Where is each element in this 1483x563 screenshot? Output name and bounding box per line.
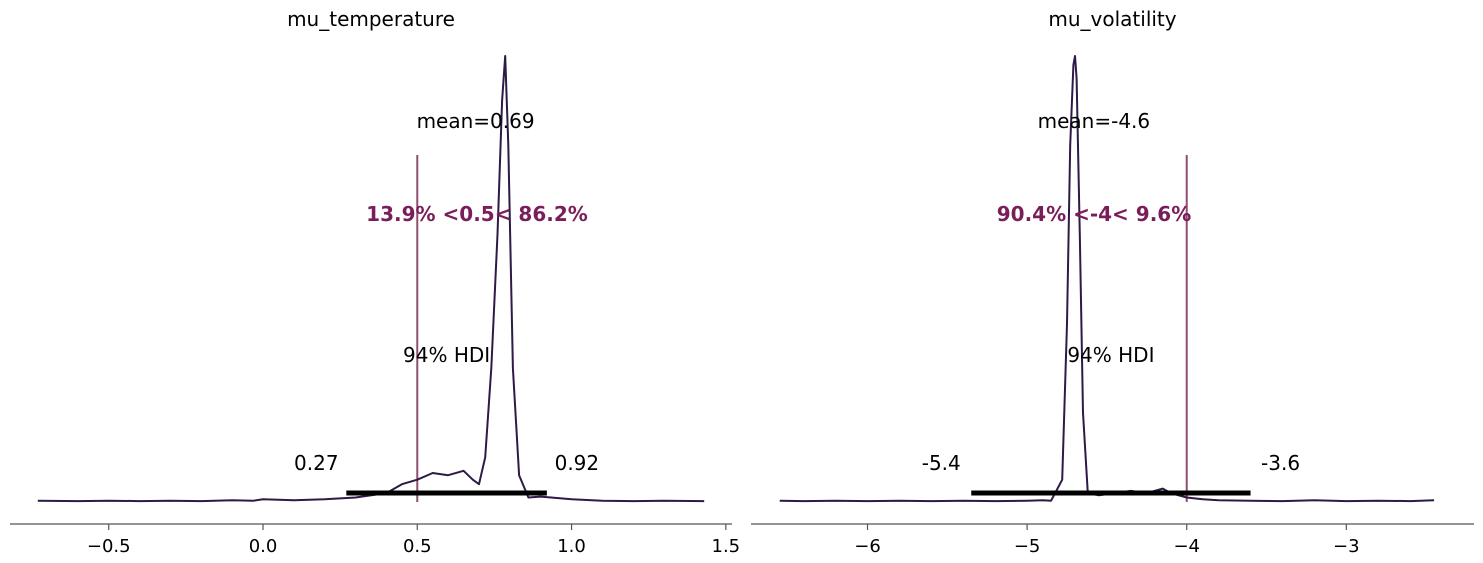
chart-title: mu_temperature bbox=[287, 7, 455, 31]
mean-label: mean=0.69 bbox=[417, 109, 535, 133]
hdi-high-label: -3.6 bbox=[1261, 451, 1300, 475]
x-tick-label: −4 bbox=[1173, 536, 1200, 557]
x-tick-label: −0.5 bbox=[87, 536, 131, 557]
hdi-high-label: 0.92 bbox=[555, 451, 600, 475]
hdi-low-label: 0.27 bbox=[294, 451, 339, 475]
chart-title: mu_volatility bbox=[1048, 7, 1176, 31]
x-tick-label: 0.5 bbox=[403, 536, 432, 557]
x-tick-label: 1.5 bbox=[712, 536, 741, 557]
x-tick-label: 0.0 bbox=[249, 536, 278, 557]
density-curve bbox=[779, 55, 1435, 503]
x-tick-label: −5 bbox=[1014, 536, 1041, 557]
hdi-label: 94% HDI bbox=[1067, 343, 1154, 367]
mean-label: mean=-4.6 bbox=[1038, 109, 1151, 133]
x-tick-label: −3 bbox=[1333, 536, 1360, 557]
reference-probability-label: 90.4% <-4< 9.6% bbox=[997, 202, 1192, 226]
x-tick-label: 1.0 bbox=[557, 536, 586, 557]
hdi-label: 94% HDI bbox=[403, 343, 490, 367]
hdi-low-label: -5.4 bbox=[922, 451, 961, 475]
reference-probability-label: 13.9% <0.5< 86.2% bbox=[366, 202, 588, 226]
x-tick-label: −6 bbox=[854, 536, 881, 557]
density-curve bbox=[37, 55, 705, 503]
